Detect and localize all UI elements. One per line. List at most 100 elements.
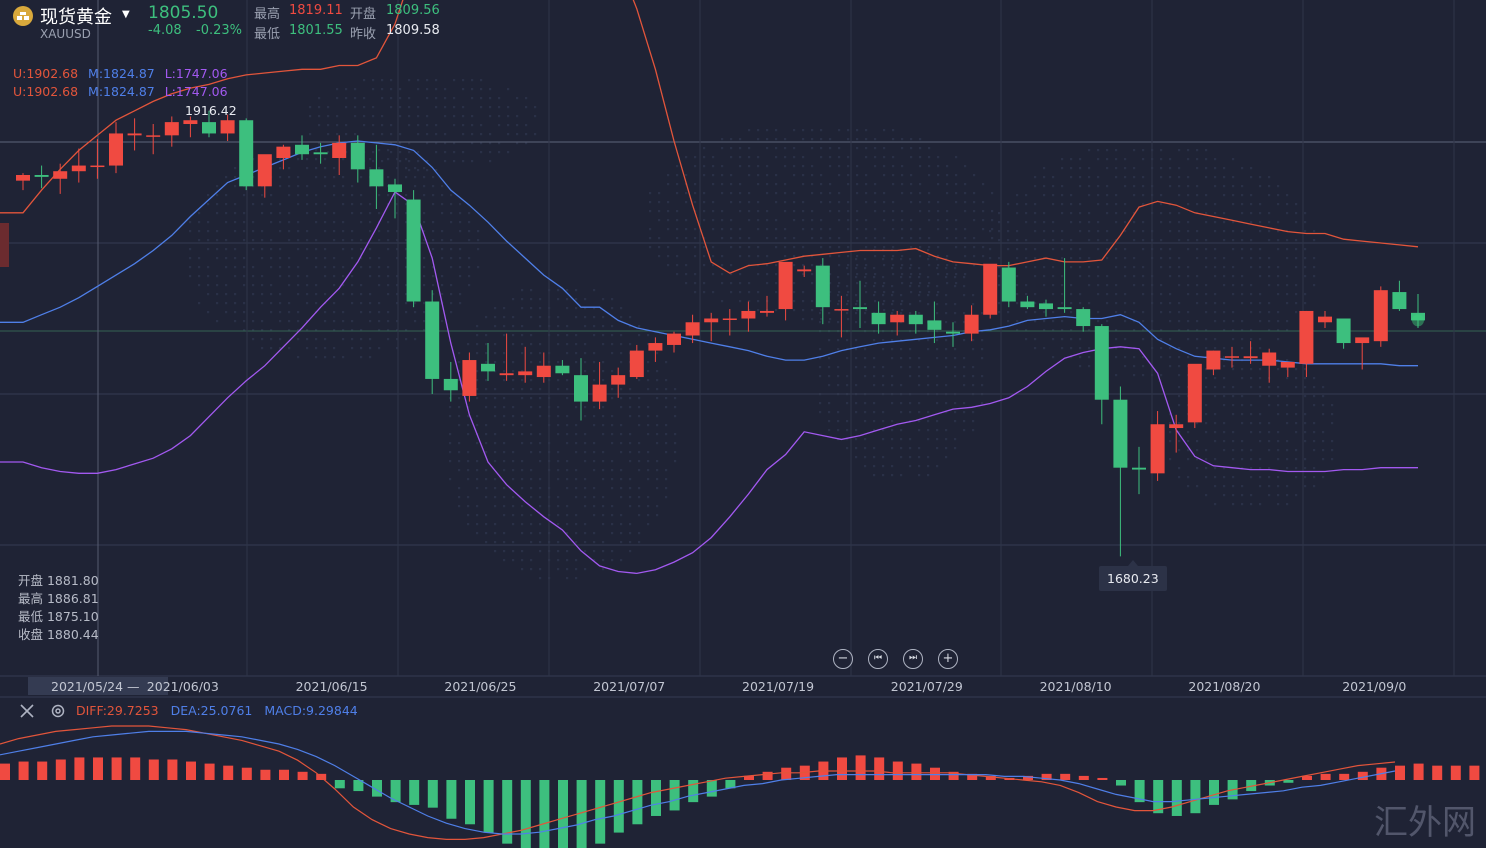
map-dot: [1268, 485, 1271, 488]
map-dot: [855, 339, 858, 342]
map-dot: [620, 433, 623, 436]
map-dot: [658, 210, 661, 213]
map-dot: [674, 415, 677, 418]
map-dot: [658, 192, 661, 195]
map-dot: [1214, 302, 1217, 305]
map-dot: [279, 230, 282, 233]
map-dot: [270, 266, 273, 269]
map-dot: [216, 275, 219, 278]
map-dot: [1223, 302, 1226, 305]
map-dot: [901, 147, 904, 150]
map-dot: [856, 255, 859, 258]
macd-bar: [18, 761, 29, 780]
map-dot: [1169, 158, 1172, 161]
map-dot: [1007, 266, 1010, 269]
map-dot: [539, 361, 542, 364]
map-dot: [1259, 320, 1262, 323]
candle-body: [741, 310, 756, 319]
map-dot: [829, 255, 832, 258]
map-dot: [1070, 293, 1073, 296]
scroll-start-button[interactable]: ⏮: [868, 649, 888, 669]
map-dot: [892, 129, 895, 132]
map-dot: [468, 275, 471, 278]
map-dot: [1061, 230, 1064, 233]
map-dot: [901, 192, 904, 195]
map-dot: [584, 361, 587, 364]
map-dot: [963, 366, 966, 369]
macd-bar: [353, 780, 364, 792]
map-dot: [315, 293, 318, 296]
map-dot: [1232, 485, 1235, 488]
map-dot: [333, 347, 336, 350]
map-dot: [467, 460, 470, 463]
x-tick-label: 2021/07/19: [742, 679, 814, 694]
map-dot: [649, 237, 652, 240]
map-dot: [1295, 368, 1298, 371]
map-dot: [441, 203, 444, 206]
map-dot: [1034, 212, 1037, 215]
map-dot: [489, 106, 492, 109]
map-dot: [1304, 248, 1307, 251]
map-dot: [856, 282, 859, 285]
map-dot: [847, 246, 850, 249]
map-dot: [676, 210, 679, 213]
map-dot: [1178, 431, 1181, 434]
map-dot: [1187, 239, 1190, 242]
close-icon[interactable]: [19, 703, 35, 719]
zoom-in-button[interactable]: +: [938, 649, 958, 669]
map-dot: [1079, 185, 1082, 188]
map-dot: [557, 298, 560, 301]
map-dot: [982, 183, 985, 186]
gear-icon[interactable]: [50, 703, 66, 719]
candle-body: [1299, 310, 1314, 364]
map-dot: [450, 239, 453, 242]
map-dot: [381, 79, 384, 82]
candle-body: [1411, 312, 1425, 321]
map-dot: [1007, 221, 1010, 224]
map-dot: [936, 402, 939, 405]
map-dot: [198, 257, 201, 260]
macd-diff-value: DIFF:29.7253: [76, 703, 159, 718]
map-dot: [530, 397, 533, 400]
scroll-end-button[interactable]: ⏭: [903, 649, 923, 669]
map-dot: [919, 273, 922, 276]
map-dot: [557, 289, 560, 292]
map-dot: [937, 165, 940, 168]
map-dot: [288, 266, 291, 269]
map-dot: [1079, 248, 1082, 251]
map-dot: [405, 221, 408, 224]
map-dot: [1241, 257, 1244, 260]
map-dot: [593, 424, 596, 427]
map-dot: [450, 203, 453, 206]
map-dot: [873, 366, 876, 369]
map-dot: [937, 291, 940, 294]
map-dot: [521, 307, 524, 310]
map-dot: [521, 505, 524, 508]
map-dot: [1061, 320, 1064, 323]
map-dot: [584, 505, 587, 508]
map-dot: [315, 158, 318, 161]
map-dot: [1214, 386, 1217, 389]
map-dot: [1286, 503, 1289, 506]
map-dot: [865, 129, 868, 132]
map-dot: [566, 424, 569, 427]
map-dot: [566, 559, 569, 562]
map-dot: [288, 275, 291, 278]
map-dot: [748, 201, 751, 204]
map-dot: [1313, 422, 1316, 425]
map-dot: [730, 282, 733, 285]
map-dot: [512, 370, 515, 373]
map-dot: [225, 284, 228, 287]
chevron-down-icon[interactable]: ▼: [122, 9, 130, 20]
map-dot: [333, 212, 336, 215]
map-dot: [1070, 158, 1073, 161]
map-dot: [945, 339, 948, 342]
instrument-title[interactable]: 现货黄金: [40, 7, 112, 28]
map-dot: [351, 329, 354, 332]
map-dot: [864, 303, 867, 306]
map-dot: [575, 478, 578, 481]
zoom-out-button[interactable]: −: [833, 649, 853, 669]
map-dot: [306, 275, 309, 278]
map-dot: [342, 194, 345, 197]
